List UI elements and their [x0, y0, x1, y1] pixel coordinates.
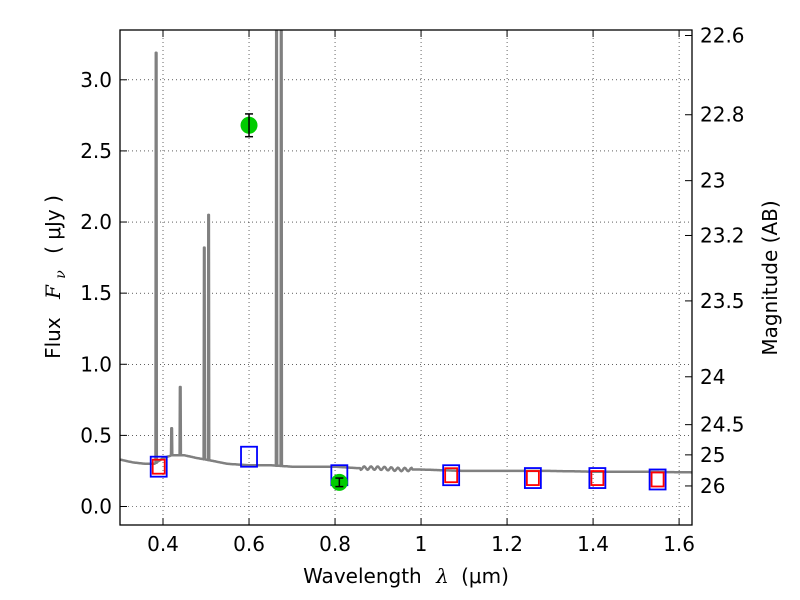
y2-tick-label: 24: [700, 365, 725, 389]
x-axis-label: Wavelength λ (μm): [303, 564, 509, 588]
x-axis-label-text: Wavelength: [303, 564, 422, 588]
x-tick-label: 1.2: [491, 532, 523, 556]
x-axis-label-unit: (μm): [461, 564, 509, 588]
observed-photometry-square: [525, 470, 540, 486]
x-tick-label: 1: [415, 532, 428, 556]
y2-tick-label: 25: [700, 443, 725, 467]
plot-frame: [119, 29, 693, 526]
sed-model-line: [120, 30, 692, 474]
y2-tick-label: 23.5: [700, 289, 745, 313]
model-photometry-square: [149, 455, 168, 478]
x-axis-label-symbol: λ: [435, 564, 449, 588]
observed-photometry-square: [590, 470, 605, 486]
model-photometry-square: [240, 445, 258, 468]
y2-tick-label: 23.2: [700, 223, 745, 247]
y-axis-label: Flux F ν ( μJy ): [41, 195, 70, 359]
y-tick-label: 2.5: [80, 139, 112, 163]
y-tick-label: 0.0: [80, 495, 112, 519]
y-axis-label-unit: ( μJy ): [41, 195, 65, 254]
model-photometry-square: [523, 467, 542, 489]
y-tick-label: 0.5: [80, 423, 112, 447]
y-tick-label: 2.0: [80, 210, 112, 234]
y2-tick-label: 22.6: [700, 24, 745, 48]
x-tick-label: 1.4: [577, 532, 609, 556]
x-tick-label: 0.4: [147, 532, 179, 556]
y2-tick-label: 24.5: [700, 413, 745, 437]
x-tick-label: 0.6: [233, 532, 265, 556]
y2-axis-label: Magnitude (AB): [758, 200, 782, 355]
x-tick-label: 0.8: [319, 532, 351, 556]
y-tick-label: 1.0: [80, 352, 112, 376]
series-clip-group: [120, 30, 692, 491]
y-axis-label-text: Flux: [41, 317, 65, 359]
observed-photometry-square: [650, 471, 665, 488]
y-tick-label: 3.0: [80, 68, 112, 92]
grid-layer: [120, 30, 692, 525]
model-photometry-square: [588, 467, 607, 489]
series-layer: [120, 30, 692, 491]
observed-photometry-square: [151, 458, 166, 475]
observed-photometry-square: [444, 467, 459, 484]
y-axis-label-subscript: ν: [53, 270, 69, 279]
x-tick-label: 1.6: [663, 532, 695, 556]
y2-tick-label: 26: [700, 474, 725, 498]
ticks-layer: 0.4 0.6 0.8 1 1.2 1.4 1.6 0.0 0.5 1.0 1.5 2.0 2.5 3.0…: [80, 24, 744, 556]
model-photometry-square: [648, 468, 667, 491]
y-axis-label-symbol: F: [41, 284, 65, 300]
y2-tick-label: 23: [700, 169, 725, 193]
model-photometry-square: [442, 464, 461, 487]
y2-tick-label: 22.8: [700, 103, 745, 127]
y-tick-label: 1.5: [80, 281, 112, 305]
